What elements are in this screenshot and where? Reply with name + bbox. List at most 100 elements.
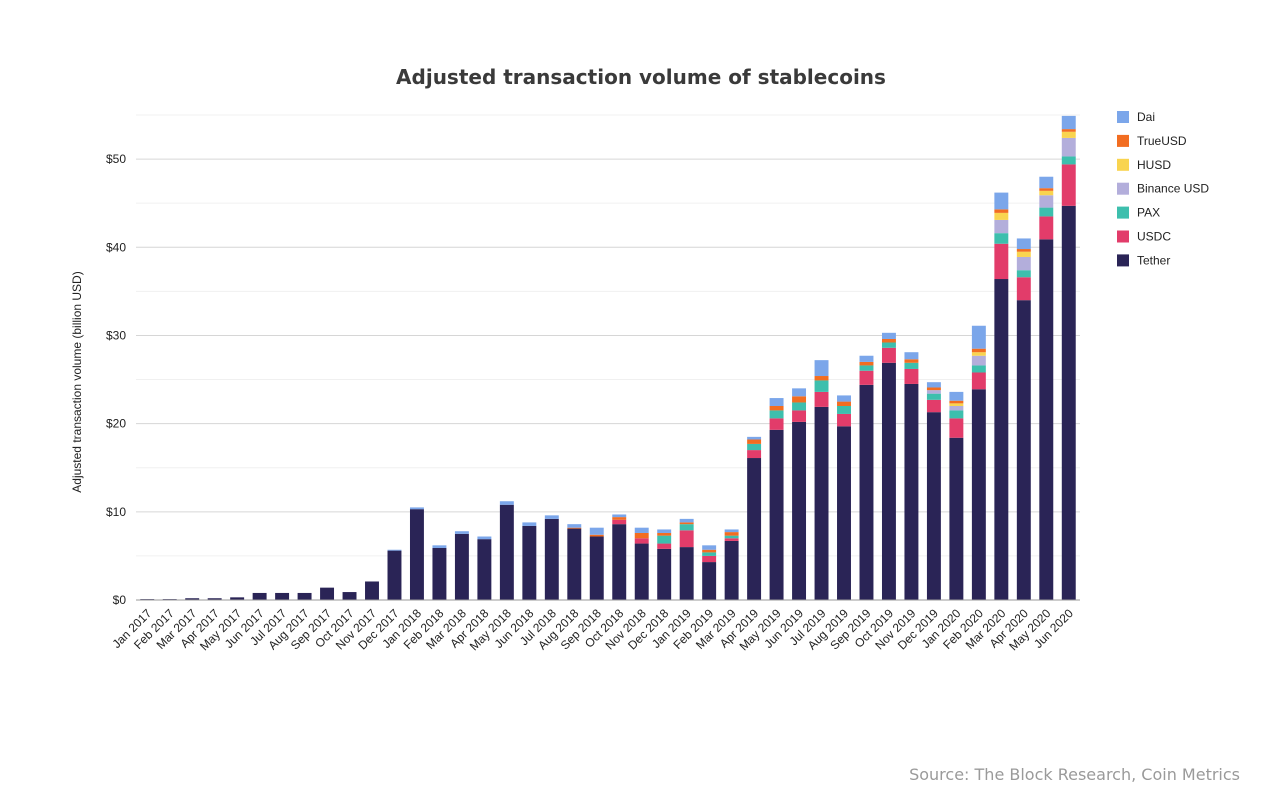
bar-segment — [365, 581, 379, 600]
bar-segment — [612, 514, 627, 518]
bar-segment — [657, 548, 672, 600]
bar-segment — [1016, 270, 1031, 278]
bar-segment — [949, 410, 964, 419]
bar-segment — [1061, 131, 1076, 138]
bar-segment — [702, 562, 717, 600]
bar-segment — [477, 536, 492, 540]
bar-segment — [612, 519, 627, 525]
bar-segment — [679, 518, 694, 523]
bar-segment — [567, 527, 582, 529]
bar-segment — [1039, 195, 1054, 208]
legend-swatch — [1117, 134, 1129, 147]
bar-segment — [702, 549, 717, 553]
bar-segment — [769, 429, 784, 600]
bar-segment — [837, 426, 851, 600]
bars — [140, 115, 1076, 600]
y-tick-label: $40 — [106, 240, 126, 254]
bar-segment — [589, 527, 604, 535]
bar-segment — [814, 406, 829, 600]
bar-segment — [320, 587, 335, 600]
bar-segment — [275, 592, 290, 600]
bar-segment — [792, 410, 807, 422]
bar-segment — [747, 458, 762, 600]
bar-segment — [949, 403, 964, 406]
bar-segment — [499, 501, 514, 505]
bar-segment — [634, 538, 649, 544]
bar-segment — [634, 543, 649, 600]
bar-segment — [814, 360, 829, 377]
legend-label: Binance USD — [1137, 182, 1209, 196]
bar-segment — [1039, 188, 1054, 191]
bar-segment — [994, 279, 1009, 600]
bar-segment — [432, 545, 447, 548]
bar-segment — [837, 413, 851, 427]
bar-segment — [926, 382, 941, 388]
bar-segment — [769, 410, 784, 419]
legend-label: PAX — [1137, 206, 1160, 220]
bar-segment — [1039, 207, 1054, 217]
bar-segment — [881, 342, 896, 348]
bar-segment — [994, 209, 1009, 213]
bar-segment — [859, 365, 874, 371]
y-tick-label: $20 — [106, 417, 126, 431]
bar-segment — [1061, 137, 1076, 157]
bar-segment — [971, 372, 986, 390]
bar-segment — [949, 391, 964, 401]
bar-segment — [1061, 156, 1076, 165]
bar-segment — [612, 517, 627, 520]
bar-segment — [724, 535, 739, 539]
gridlines — [136, 114, 1080, 557]
legend: Dai TrueUSD HUSD Binance USD PAX USDC Tether — [1117, 110, 1209, 267]
bar-segment — [769, 406, 784, 411]
bar-segment — [926, 393, 941, 400]
bar-segment — [724, 529, 739, 533]
bar-segment — [859, 355, 874, 362]
y-tick-label: $30 — [106, 328, 126, 342]
bar-segment — [792, 396, 807, 403]
bar-segment — [1061, 164, 1076, 206]
bar-segment — [702, 552, 717, 556]
bar-segment — [724, 532, 739, 536]
bar-segment — [837, 406, 851, 414]
bar-segment — [724, 538, 739, 541]
bar-segment — [589, 534, 604, 537]
bar-segment — [881, 362, 896, 600]
bar-segment — [1016, 300, 1031, 600]
bar-segment — [679, 547, 694, 600]
bar-segment — [207, 598, 222, 600]
bar-segment — [881, 347, 896, 363]
bar-segment — [926, 412, 941, 600]
bar-segment — [724, 540, 739, 600]
bar-segment — [657, 529, 672, 533]
legend-swatch — [1117, 158, 1129, 171]
chart-title: Adjusted transaction volume of stablecoi… — [396, 65, 886, 89]
bar-segment — [971, 355, 986, 366]
bar-segment — [432, 547, 447, 600]
legend-swatch — [1117, 230, 1129, 243]
bar-segment — [949, 418, 964, 438]
bar-segment — [657, 535, 672, 544]
bar-segment — [1016, 251, 1031, 257]
y-tick-label: $10 — [106, 505, 126, 519]
bar-segment — [814, 380, 829, 392]
bar-segment — [567, 524, 582, 528]
source-caption: Source: The Block Research, Coin Metrics — [909, 765, 1240, 784]
y-tick-label: $50 — [106, 152, 126, 166]
legend-label: Tether — [1137, 253, 1170, 267]
bar-segment — [926, 390, 941, 394]
y-axis-label: Adjusted transaction volume (billion USD… — [70, 271, 84, 492]
bar-segment — [499, 504, 514, 600]
bar-segment — [702, 545, 717, 550]
bar-segment — [904, 359, 919, 363]
bar-segment — [230, 597, 245, 600]
bar-segment — [477, 539, 492, 600]
bar-segment — [971, 389, 986, 600]
bar-segment — [679, 524, 694, 531]
legend-label: Dai — [1137, 110, 1155, 124]
bar-segment — [994, 219, 1009, 234]
bar-segment — [544, 515, 559, 519]
bar-segment — [904, 362, 919, 369]
legend-label: TrueUSD — [1137, 134, 1187, 148]
bar-segment — [1016, 249, 1031, 252]
